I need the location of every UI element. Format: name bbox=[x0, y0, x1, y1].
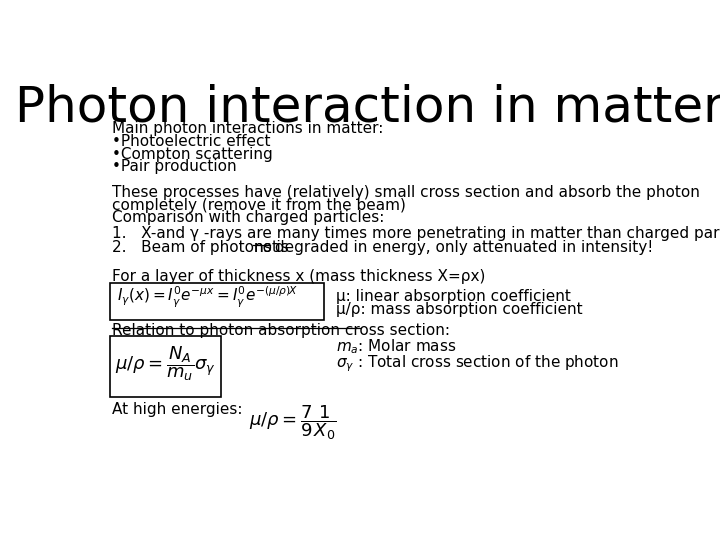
Text: Comparison with charged particles:: Comparison with charged particles: bbox=[112, 210, 384, 225]
Text: degraded in energy, only attenuated in intensity!: degraded in energy, only attenuated in i… bbox=[270, 240, 653, 255]
Text: $\mu/\rho = \dfrac{7}{9}\dfrac{1}{X_{0}}$: $\mu/\rho = \dfrac{7}{9}\dfrac{1}{X_{0}}… bbox=[249, 404, 337, 442]
Text: •Photoelectric effect: •Photoelectric effect bbox=[112, 134, 271, 149]
Text: μ: linear absorption coefficient: μ: linear absorption coefficient bbox=[336, 288, 570, 303]
Text: •Compton scattering: •Compton scattering bbox=[112, 147, 273, 161]
Text: For a layer of thickness x (mass thickness X=ρx): For a layer of thickness x (mass thickne… bbox=[112, 268, 486, 284]
Text: $m_{a}$: Molar mass: $m_{a}$: Molar mass bbox=[336, 337, 456, 356]
Text: Photon interaction in matter: Photon interaction in matter bbox=[14, 84, 720, 132]
Text: •Pair production: •Pair production bbox=[112, 159, 237, 174]
Text: 2.   Beam of photons is: 2. Beam of photons is bbox=[112, 240, 294, 255]
Text: $I_{\gamma}(x) = I^{0}_{\gamma}e^{-\mu x} = I^{0}_{\gamma}e^{-(\mu/\rho)X}$: $I_{\gamma}(x) = I^{0}_{\gamma}e^{-\mu x… bbox=[117, 285, 298, 310]
Text: completely (remove it from the beam): completely (remove it from the beam) bbox=[112, 198, 406, 213]
Text: $\sigma_{\gamma}$ : Total cross section of the photon: $\sigma_{\gamma}$ : Total cross section … bbox=[336, 354, 618, 374]
Text: not: not bbox=[253, 240, 279, 255]
Text: μ/ρ: mass absorption coefficient: μ/ρ: mass absorption coefficient bbox=[336, 302, 582, 317]
FancyBboxPatch shape bbox=[109, 283, 324, 320]
FancyBboxPatch shape bbox=[109, 336, 221, 396]
Text: 1.   X-and γ -rays are many times more penetrating in matter than charged partic: 1. X-and γ -rays are many times more pen… bbox=[112, 226, 720, 241]
Text: $\mu/\rho = \dfrac{N_{A}}{m_{u}}\sigma_{\gamma}$: $\mu/\rho = \dfrac{N_{A}}{m_{u}}\sigma_{… bbox=[115, 344, 216, 383]
Text: These processes have (relatively) small cross section and absorb the photon: These processes have (relatively) small … bbox=[112, 185, 700, 200]
Text: At high energies:: At high energies: bbox=[112, 402, 243, 417]
Text: Main photon interactions in matter:: Main photon interactions in matter: bbox=[112, 121, 384, 136]
Text: Relation to photon absorption cross section:: Relation to photon absorption cross sect… bbox=[112, 323, 450, 339]
